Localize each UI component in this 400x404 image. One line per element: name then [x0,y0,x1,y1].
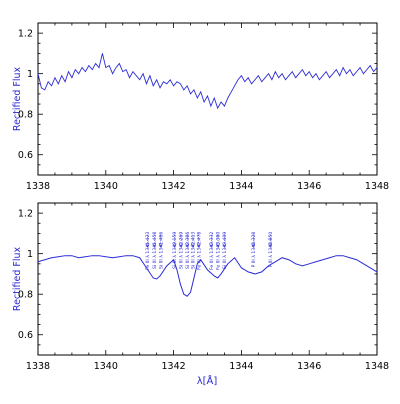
line-id-arrowhead [268,243,273,248]
x-tick-label: 1342 [162,361,186,372]
x-tick-label: 1338 [26,181,50,192]
x-tick-label: 1344 [229,361,253,372]
line-id-arrowhead [179,243,183,248]
x-tick-label: 1348 [365,181,389,192]
line-id-label: P III λ 1344.850 [268,232,274,268]
line-id-arrowhead [222,243,227,248]
line-id-arrowhead [152,243,157,248]
line-id-label: Fe III λ 1341.423 [145,232,151,270]
bottom-model-line [37,255,378,297]
y-tick-label: 1.2 [18,29,33,40]
line-id-arrowhead [185,243,190,248]
line-id-arrowhead [158,243,163,248]
line-id-label: Fe III λ 1343.332 [209,232,215,270]
y-tick-label: 1.2 [18,209,33,220]
line-id-label: Si III λ 1342.269 [179,232,185,269]
line-identifications: Fe III λ 1341.423 Si III λ 1341.458 Si III… [145,232,274,270]
line-id-arrowhead [145,243,150,248]
y-tick-label: 0.6 [18,150,33,161]
x-tick-label: 1342 [162,181,186,192]
line-id-label: Si III λ 1341.458 [152,232,158,269]
x-tick-label: 1344 [229,181,253,192]
line-id-arrowhead [191,243,195,248]
x-tick-label: 1340 [94,181,118,192]
line-id-arrowhead [172,243,177,248]
bottom-model-panel: Rectified Flux 1338 1340 1342 1344 1346 1348 0… [12,202,389,387]
x-tick-label: 1340 [94,361,118,372]
x-tick-label: 1338 [26,361,50,372]
line-id-label: Si III λ 1342.386 [185,232,191,269]
y-tick-label: 0.6 [18,330,33,341]
line-id-label: Si III λ 1341.486 [158,232,164,269]
y-tick-label: 0.8 [18,110,33,121]
line-id-label: Si III λ 1342.413 [191,232,197,269]
line-id-arrowhead [196,243,201,248]
bottom-x-axis-label: λ[Å] [197,374,218,387]
line-id-arrowhead [216,243,220,248]
line-id-arrowhead [251,243,256,248]
line-id-label: Fe III λ 1342.478 [196,232,202,270]
y-tick-label: 0.8 [18,290,33,301]
y-tick-label: 1 [27,69,33,80]
top-spectrum-line [37,53,378,110]
top-spectrum-panel: Rectified Flux 1338 1340 1342 1344 1346 1348 0… [12,22,389,192]
bottom-plot-frame [37,202,378,356]
x-tick-label: 1346 [297,181,321,192]
line-id-arrowhead [209,243,214,248]
line-id-label: Si III λ 1342.159 [172,232,178,269]
y-tick-label: 1 [27,249,33,260]
bottom-axis-ticks: 1338 1340 1342 1344 1346 1348 0.6 0.8 1 1.2 [18,202,389,372]
top-plot-frame [37,22,378,176]
x-tick-label: 1346 [297,361,321,372]
x-tick-label: 1348 [365,361,389,372]
bottom-y-axis-label: Rectified Flux [12,247,23,312]
line-id-label: Fe III λ 1343.380 [216,232,222,270]
line-id-label: Si III λ 1343.409 [222,232,228,269]
line-id-label: P III λ 1344.328 [251,232,257,268]
top-y-axis-label: Rectified Flux [12,67,23,132]
top-axis-ticks: 1338 1340 1342 1344 1346 1348 0.6 0.8 1 1.2 [18,22,389,192]
